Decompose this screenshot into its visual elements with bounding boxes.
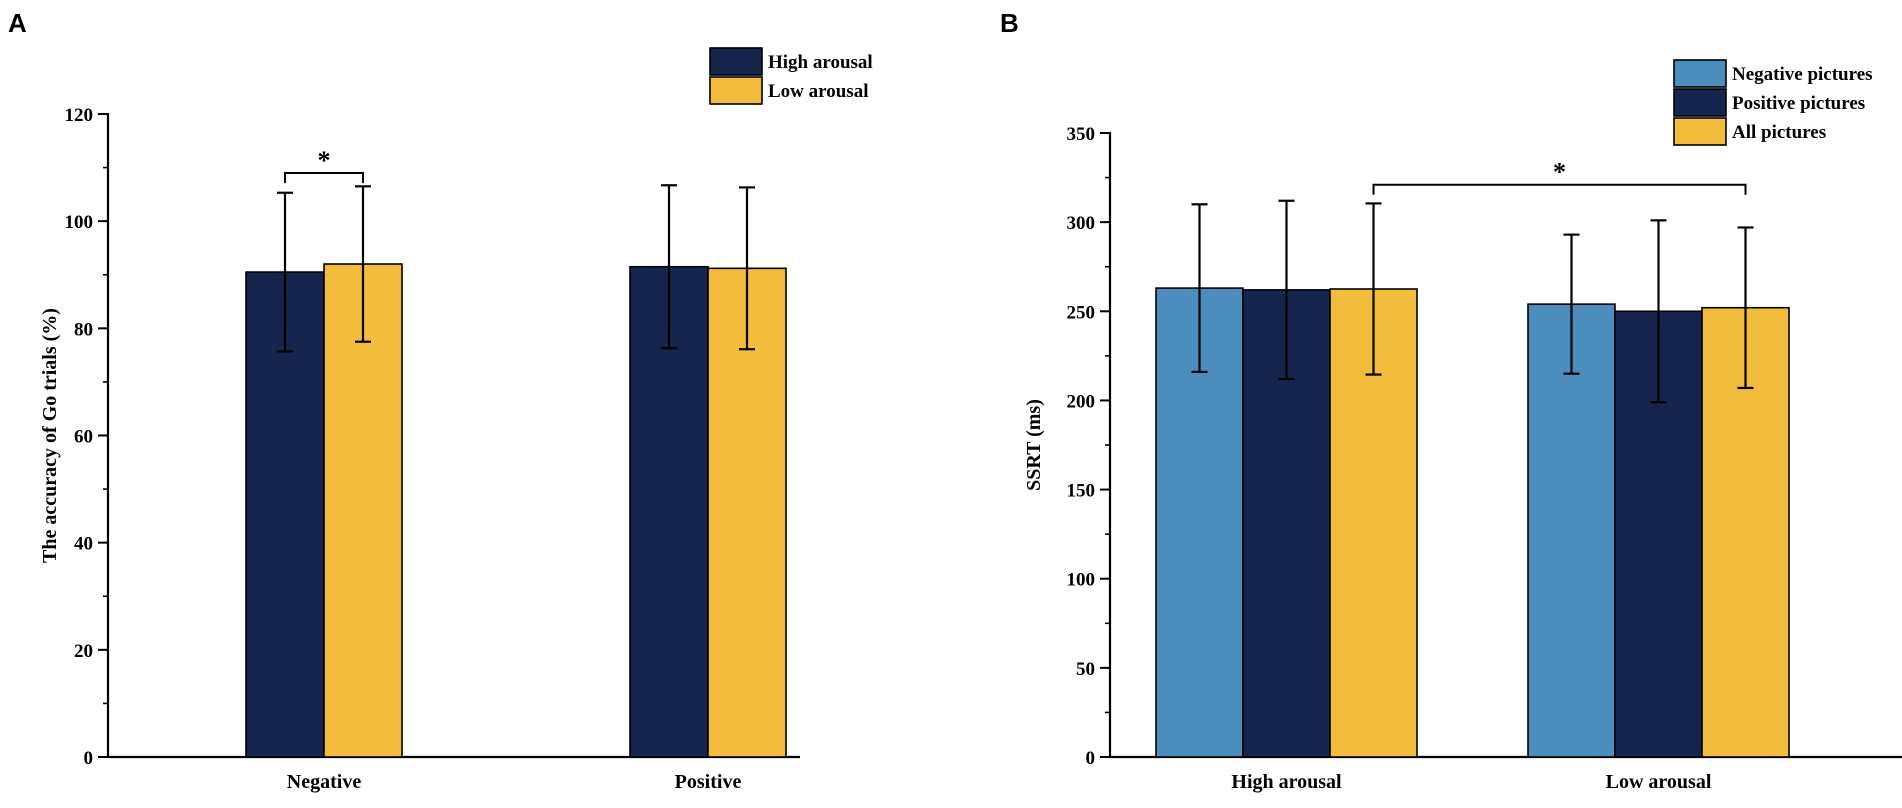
chart-1-y-tick-label: 0 <box>1086 748 1096 769</box>
chart-1-y-tick-label: 300 <box>1067 213 1096 234</box>
chart-0-y-axis-label: The accuracy of Go trials (%) <box>39 308 61 563</box>
chart-0-y-tick-label: 0 <box>84 748 94 769</box>
chart-1-legend-label: Negative pictures <box>1732 64 1873 85</box>
chart-1-legend-label: Positive pictures <box>1732 93 1865 114</box>
chart-0-significance-bracket <box>284 171 364 183</box>
chart-1-x-tick-label: Low arousal <box>1606 771 1712 793</box>
chart-1-x-tick-label: High arousal <box>1231 771 1342 793</box>
chart-0-y-tick-label: 120 <box>65 105 94 126</box>
chart-1-significance-star: * <box>1553 158 1566 187</box>
chart-0-legend-swatch <box>709 47 763 76</box>
chart-1-bar-1-0 <box>1527 303 1616 758</box>
chart-1-legend-label: All pictures <box>1732 122 1826 143</box>
chart-1-y-tick-label: 100 <box>1067 570 1096 591</box>
chart-0-y-tick-label: 20 <box>74 641 93 662</box>
chart-1-y-tick-label: 250 <box>1067 302 1096 323</box>
chart-0-x-tick-label: Negative <box>287 771 362 793</box>
chart-1-y-tick-label: 150 <box>1067 481 1096 502</box>
chart-0-x-tick-label: Positive <box>675 771 742 793</box>
chart-0-y-tick-label: 80 <box>74 319 93 340</box>
chart-1-legend-swatch <box>1673 59 1727 88</box>
chart-0-y-tick-label: 60 <box>74 427 93 448</box>
chart-0-y-tick-label: 40 <box>74 534 93 555</box>
chart-1-y-tick-label: 350 <box>1067 124 1096 145</box>
chart-0-significance-star: * <box>318 146 331 175</box>
panel-a-label: A <box>8 8 27 38</box>
chart-1-y-tick-label: 50 <box>1076 659 1095 680</box>
chart-0-legend-label: High arousal <box>768 52 873 73</box>
chart-1-legend-swatch <box>1673 117 1727 146</box>
chart-1-y-axis-label: SSRT (ms) <box>1023 399 1045 491</box>
panel-b-label: B <box>1000 8 1019 38</box>
chart-1-legend-swatch <box>1673 88 1727 117</box>
chart-1-y-tick-label: 200 <box>1067 391 1096 412</box>
chart-0-legend-label: Low arousal <box>768 81 868 102</box>
chart-1-significance-bracket <box>1372 183 1747 195</box>
chart-0-y-tick-label: 100 <box>65 212 94 233</box>
chart-0-legend-swatch <box>709 76 763 105</box>
